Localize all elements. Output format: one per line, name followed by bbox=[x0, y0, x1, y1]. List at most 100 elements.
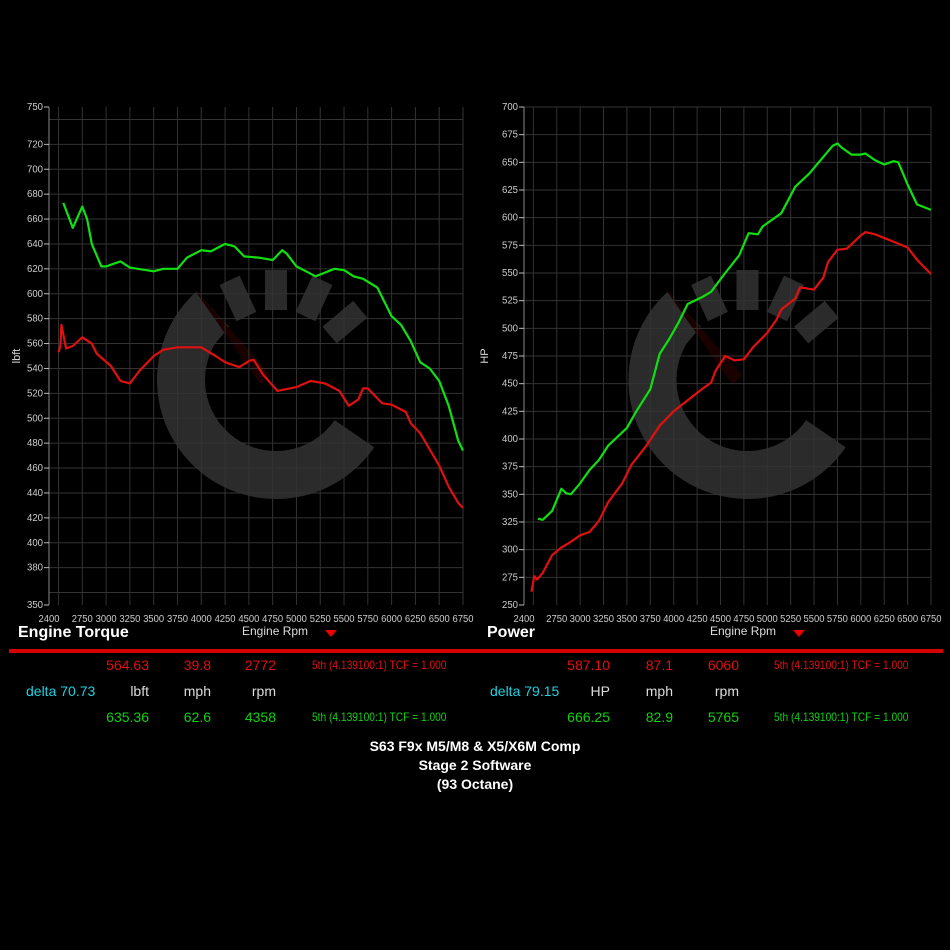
power-tuned-line bbox=[537, 142, 932, 521]
power-tuned-speed: 82.9 bbox=[645, 709, 673, 725]
logo-tick bbox=[295, 275, 333, 322]
torque-gauge-c-logo-icon bbox=[157, 270, 375, 499]
torque-xtick-label: 4250 bbox=[215, 614, 236, 625]
torque-xaxis-dropdown-icon[interactable] bbox=[325, 630, 337, 637]
power-xaxis-label: Engine Rpm bbox=[710, 624, 777, 638]
torque-xtick-label: 6750 bbox=[453, 614, 474, 625]
torque-baseline-gear: 5th (4.139100:1) TCF = 1.000 bbox=[312, 658, 447, 672]
power-delta: delta 79.15 bbox=[490, 683, 560, 699]
torque-ytick-label: 380 bbox=[27, 563, 43, 574]
torque-xtick-label: 3250 bbox=[119, 614, 140, 625]
power-ytick-label: 525 bbox=[502, 296, 518, 307]
power-xtick-label: 4500 bbox=[710, 614, 731, 625]
footer-title: S63 F9x M5/M8 & X5/X6M Comp bbox=[369, 738, 581, 754]
power-xtick-label: 6500 bbox=[897, 614, 918, 625]
torque-ytick-label: 460 bbox=[27, 463, 43, 474]
divider bbox=[9, 649, 943, 653]
power-ytick-label: 450 bbox=[502, 379, 518, 390]
power-xtick-label: 5750 bbox=[827, 614, 848, 625]
torque-rpm-unit: rpm bbox=[251, 683, 276, 699]
torque-ytick-label: 500 bbox=[27, 413, 43, 424]
power-baseline-gear: 5th (4.139100:1) TCF = 1.000 bbox=[774, 658, 909, 672]
power-ytick-label: 400 bbox=[502, 434, 518, 445]
power-ytick-label: 250 bbox=[502, 600, 518, 611]
power-ytick-label: 300 bbox=[502, 545, 518, 556]
torque-xtick-label: 2750 bbox=[72, 614, 93, 625]
logo-arc bbox=[628, 291, 846, 499]
torque-ytick-label: 680 bbox=[27, 189, 43, 200]
torque-ytick-label: 420 bbox=[27, 513, 43, 524]
torque-ytick-label: 560 bbox=[27, 339, 43, 350]
logo-tick bbox=[219, 275, 257, 322]
torque-ytick-label: 600 bbox=[27, 289, 43, 300]
torque-xtick-label: 4500 bbox=[238, 614, 259, 625]
torque-baseline-rpm: 2772 bbox=[244, 657, 276, 673]
logo-tick bbox=[184, 300, 230, 344]
power-ytick-label: 575 bbox=[502, 240, 518, 251]
power-ytick-label: 700 bbox=[502, 102, 518, 113]
power-unit: HP bbox=[590, 683, 610, 699]
power-xtick-label: 6000 bbox=[850, 614, 871, 625]
torque-ytick-label: 750 bbox=[27, 102, 43, 113]
torque-tuned-line bbox=[62, 202, 464, 452]
power-xtick-label: 3750 bbox=[640, 614, 661, 625]
power-ytick-label: 475 bbox=[502, 351, 518, 362]
power-baseline-speed: 87.1 bbox=[645, 657, 673, 673]
footer-subtitle: Stage 2 Software bbox=[418, 757, 532, 773]
torque-xtick-label: 3750 bbox=[167, 614, 188, 625]
torque-ytick-label: 720 bbox=[27, 139, 43, 150]
power-xtick-label: 5500 bbox=[804, 614, 825, 625]
torque-unit: lbft bbox=[130, 683, 149, 699]
power-xtick-label: 2400 bbox=[514, 614, 535, 625]
power-ytick-label: 325 bbox=[502, 517, 518, 528]
power-xtick-label: 4250 bbox=[687, 614, 708, 625]
torque-xtick-label: 2400 bbox=[39, 614, 60, 625]
footer-octane: (93 Octane) bbox=[436, 776, 514, 792]
power-xtick-label: 6750 bbox=[921, 614, 942, 625]
power-baseline-line bbox=[530, 231, 932, 592]
power-xaxis-dropdown-icon[interactable] bbox=[793, 630, 805, 637]
torque-xtick-label: 6250 bbox=[405, 614, 426, 625]
torque-tuned-speed: 62.6 bbox=[183, 709, 211, 725]
torque-xtick-label: 4000 bbox=[191, 614, 212, 625]
torque-xtick-label: 3500 bbox=[143, 614, 164, 625]
torque-ytick-label: 350 bbox=[27, 600, 43, 611]
torque-ytick-label: 580 bbox=[27, 314, 43, 325]
torque-ytick-label: 700 bbox=[27, 164, 43, 175]
torque-xtick-label: 6500 bbox=[429, 614, 450, 625]
power-xtick-label: 4000 bbox=[663, 614, 684, 625]
torque-ytick-label: 400 bbox=[27, 538, 43, 549]
torque-yaxis-label: lbft bbox=[11, 349, 23, 364]
torque-xtick-label: 5500 bbox=[334, 614, 355, 625]
torque-xtick-label: 5750 bbox=[357, 614, 378, 625]
logo-tick bbox=[794, 300, 839, 344]
torque-tuned-gear: 5th (4.139100:1) TCF = 1.000 bbox=[312, 710, 447, 724]
power-ytick-label: 675 bbox=[502, 130, 518, 141]
power-ytick-label: 625 bbox=[502, 185, 518, 196]
torque-xtick-label: 4750 bbox=[262, 614, 283, 625]
torque-ytick-label: 660 bbox=[27, 214, 43, 225]
power-ytick-label: 275 bbox=[502, 572, 518, 583]
power-ytick-label: 650 bbox=[502, 157, 518, 168]
torque-chart-title: Engine Torque bbox=[18, 624, 129, 641]
power-ytick-label: 425 bbox=[502, 406, 518, 417]
torque-xaxis-label: Engine Rpm bbox=[242, 624, 309, 638]
power-baseline-rpm: 6060 bbox=[707, 657, 739, 673]
power-xtick-label: 6250 bbox=[874, 614, 895, 625]
power-tuned-rpm: 5765 bbox=[707, 709, 739, 725]
torque-speed-unit: mph bbox=[183, 683, 211, 699]
power-xtick-label: 5250 bbox=[780, 614, 801, 625]
power-yaxis-label: HP bbox=[479, 348, 491, 363]
torque-tuned-rpm: 4358 bbox=[244, 709, 276, 725]
torque-baseline-value: 564.63 bbox=[106, 657, 149, 673]
logo-tick bbox=[322, 300, 368, 344]
power-chart-title: Power bbox=[487, 624, 536, 641]
torque-ytick-label: 520 bbox=[27, 388, 43, 399]
torque-xtick-label: 5000 bbox=[286, 614, 307, 625]
torque-xtick-label: 3000 bbox=[96, 614, 117, 625]
power-ytick-label: 550 bbox=[502, 268, 518, 279]
torque-delta: delta 70.73 bbox=[26, 683, 96, 699]
power-xtick-label: 4750 bbox=[733, 614, 754, 625]
torque-ytick-label: 480 bbox=[27, 438, 43, 449]
power-ytick-label: 500 bbox=[502, 323, 518, 334]
